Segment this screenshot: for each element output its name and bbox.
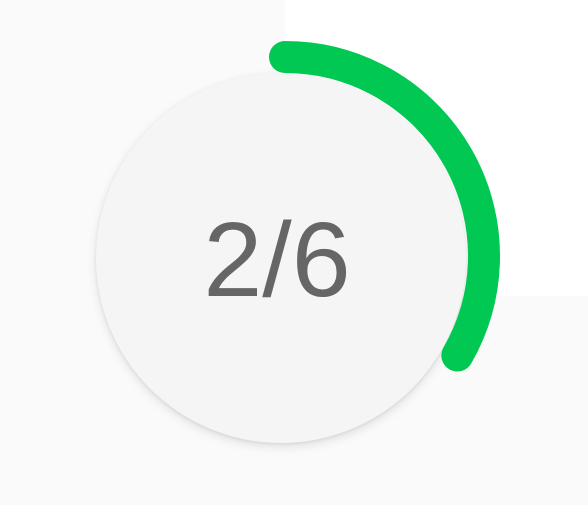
progress-circle <box>96 73 466 443</box>
background-bottom-strip <box>0 505 588 515</box>
progress-arc <box>269 41 500 372</box>
progress-label: 2/6 <box>203 201 351 319</box>
